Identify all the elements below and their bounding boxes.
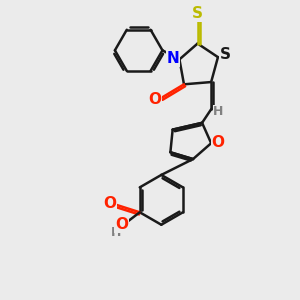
Text: O: O	[103, 196, 116, 211]
Text: S: S	[192, 6, 203, 21]
Text: N: N	[167, 51, 179, 66]
Text: O: O	[148, 92, 161, 106]
Text: O: O	[115, 217, 128, 232]
Text: S: S	[220, 47, 231, 62]
Text: O: O	[212, 135, 224, 150]
Text: H: H	[111, 226, 121, 239]
Text: H: H	[213, 105, 224, 119]
